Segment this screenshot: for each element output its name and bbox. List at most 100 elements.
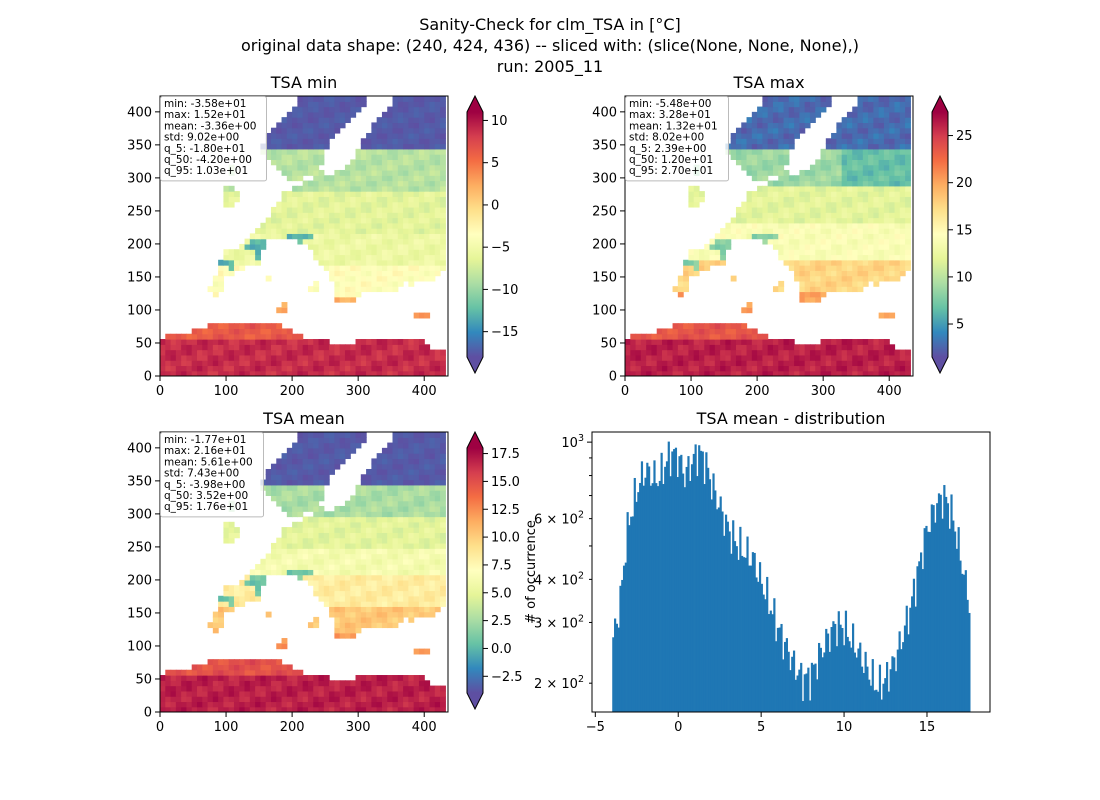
histogram-bar xyxy=(959,560,962,712)
heatmap-cell xyxy=(276,537,283,544)
heatmap-cell xyxy=(646,365,653,372)
heatmap-cell xyxy=(762,354,769,361)
heatmap-cell xyxy=(228,690,235,697)
heatmap-cell xyxy=(239,579,246,586)
heatmap-cell xyxy=(809,370,816,376)
heatmap-cell xyxy=(223,521,230,528)
heatmap-cell xyxy=(307,490,314,496)
heatmap-cell xyxy=(334,606,341,613)
heatmap-cell xyxy=(218,370,225,376)
heatmap-cell xyxy=(413,458,420,465)
heatmap-cell xyxy=(868,270,874,277)
heatmap-cell xyxy=(424,447,431,454)
heatmap-cell xyxy=(329,463,335,470)
heatmap-cell xyxy=(371,154,378,160)
heatmap-cell xyxy=(820,344,827,351)
heatmap-cell xyxy=(820,196,827,203)
heatmap-cell xyxy=(233,685,240,692)
heatmap-cell xyxy=(403,249,409,256)
heatmap-cell xyxy=(820,233,827,240)
heatmap-cell xyxy=(339,212,346,219)
heatmap-cell xyxy=(704,328,711,335)
heatmap-cell xyxy=(846,143,853,150)
heatmap-cell xyxy=(350,349,357,356)
heatmap-cell xyxy=(265,349,272,356)
heatmap-cell xyxy=(841,191,848,197)
colorbar-tick-label: −15 xyxy=(491,325,518,340)
heatmap-cell xyxy=(339,690,346,697)
heatmap-cell xyxy=(424,696,431,703)
heatmap-cell xyxy=(413,132,420,139)
heatmap-cell xyxy=(429,101,436,108)
heatmap-cell xyxy=(334,286,341,293)
heatmap-cell xyxy=(307,169,314,176)
heatmap-cell xyxy=(413,542,420,549)
heatmap-cell xyxy=(270,558,277,565)
heatmap-cell xyxy=(323,532,330,539)
heatmap-cell xyxy=(408,233,415,240)
heatmap-cell xyxy=(730,138,737,145)
heatmap-cell xyxy=(889,127,896,134)
heatmap-cell xyxy=(878,365,885,372)
heatmap-cell xyxy=(440,553,446,560)
heatmap-cell xyxy=(408,590,415,597)
heatmap-cell xyxy=(741,365,748,372)
heatmap-cell xyxy=(387,685,394,692)
heatmap-cell xyxy=(355,500,362,507)
heatmap-cell xyxy=(772,143,779,150)
heatmap-cell xyxy=(270,701,277,708)
heatmap-cell xyxy=(899,349,906,356)
heatmap-cell xyxy=(387,521,394,528)
heatmap-cell xyxy=(730,148,737,155)
heatmap-cell xyxy=(440,159,446,166)
heatmap-cell xyxy=(883,127,890,134)
heatmap-cell xyxy=(281,643,288,650)
heatmap-cell xyxy=(889,249,896,256)
heatmap-cell xyxy=(688,360,695,367)
heatmap-cell xyxy=(286,500,293,507)
y-tick-label: 300 xyxy=(127,171,152,186)
heatmap-cell xyxy=(392,101,399,108)
heatmap-cell xyxy=(667,344,674,351)
heatmap-cell xyxy=(794,270,800,277)
heatmap-cell xyxy=(323,191,330,197)
y-tick-label: 100 xyxy=(127,639,152,654)
heatmap-cell xyxy=(323,175,330,182)
y-tick-label: 200 xyxy=(127,237,152,252)
heatmap-cell xyxy=(878,191,885,197)
heatmap-cell xyxy=(307,185,314,192)
heatmap-cell xyxy=(783,117,790,124)
heatmap-cell xyxy=(286,201,293,208)
heatmap-cell xyxy=(270,490,277,496)
heatmap-cell xyxy=(836,233,843,240)
heatmap-cell xyxy=(714,365,721,372)
heatmap-cell xyxy=(360,201,367,208)
heatmap-cell xyxy=(408,505,415,512)
heatmap-cell xyxy=(783,185,790,192)
heatmap-cell xyxy=(857,117,864,124)
heatmap-cell xyxy=(408,138,415,145)
heatmap-cell xyxy=(387,447,394,454)
histogram-bar xyxy=(925,525,928,712)
heatmap-cell xyxy=(329,233,335,240)
heatmap-cell xyxy=(376,365,383,372)
heatmap-cell xyxy=(286,701,293,708)
heatmap-cell xyxy=(772,238,779,245)
heatmap-cell xyxy=(334,690,341,697)
heatmap-cell xyxy=(804,101,811,108)
heatmap-cell xyxy=(905,354,911,361)
heatmap-cell xyxy=(376,117,383,124)
heatmap-cell xyxy=(408,254,415,261)
heatmap-cell xyxy=(683,365,690,372)
heatmap-cell xyxy=(846,217,853,224)
heatmap-cell xyxy=(313,164,320,171)
heatmap-cell xyxy=(762,96,769,102)
heatmap-cell xyxy=(873,169,880,176)
heatmap-cell xyxy=(836,138,843,145)
heatmap-cell xyxy=(318,521,325,528)
heatmap-cell xyxy=(255,254,261,261)
histogram-bar xyxy=(966,599,969,712)
heatmap-cell xyxy=(249,595,256,602)
heatmap-cell xyxy=(905,191,911,197)
heatmap-cell xyxy=(350,175,357,182)
